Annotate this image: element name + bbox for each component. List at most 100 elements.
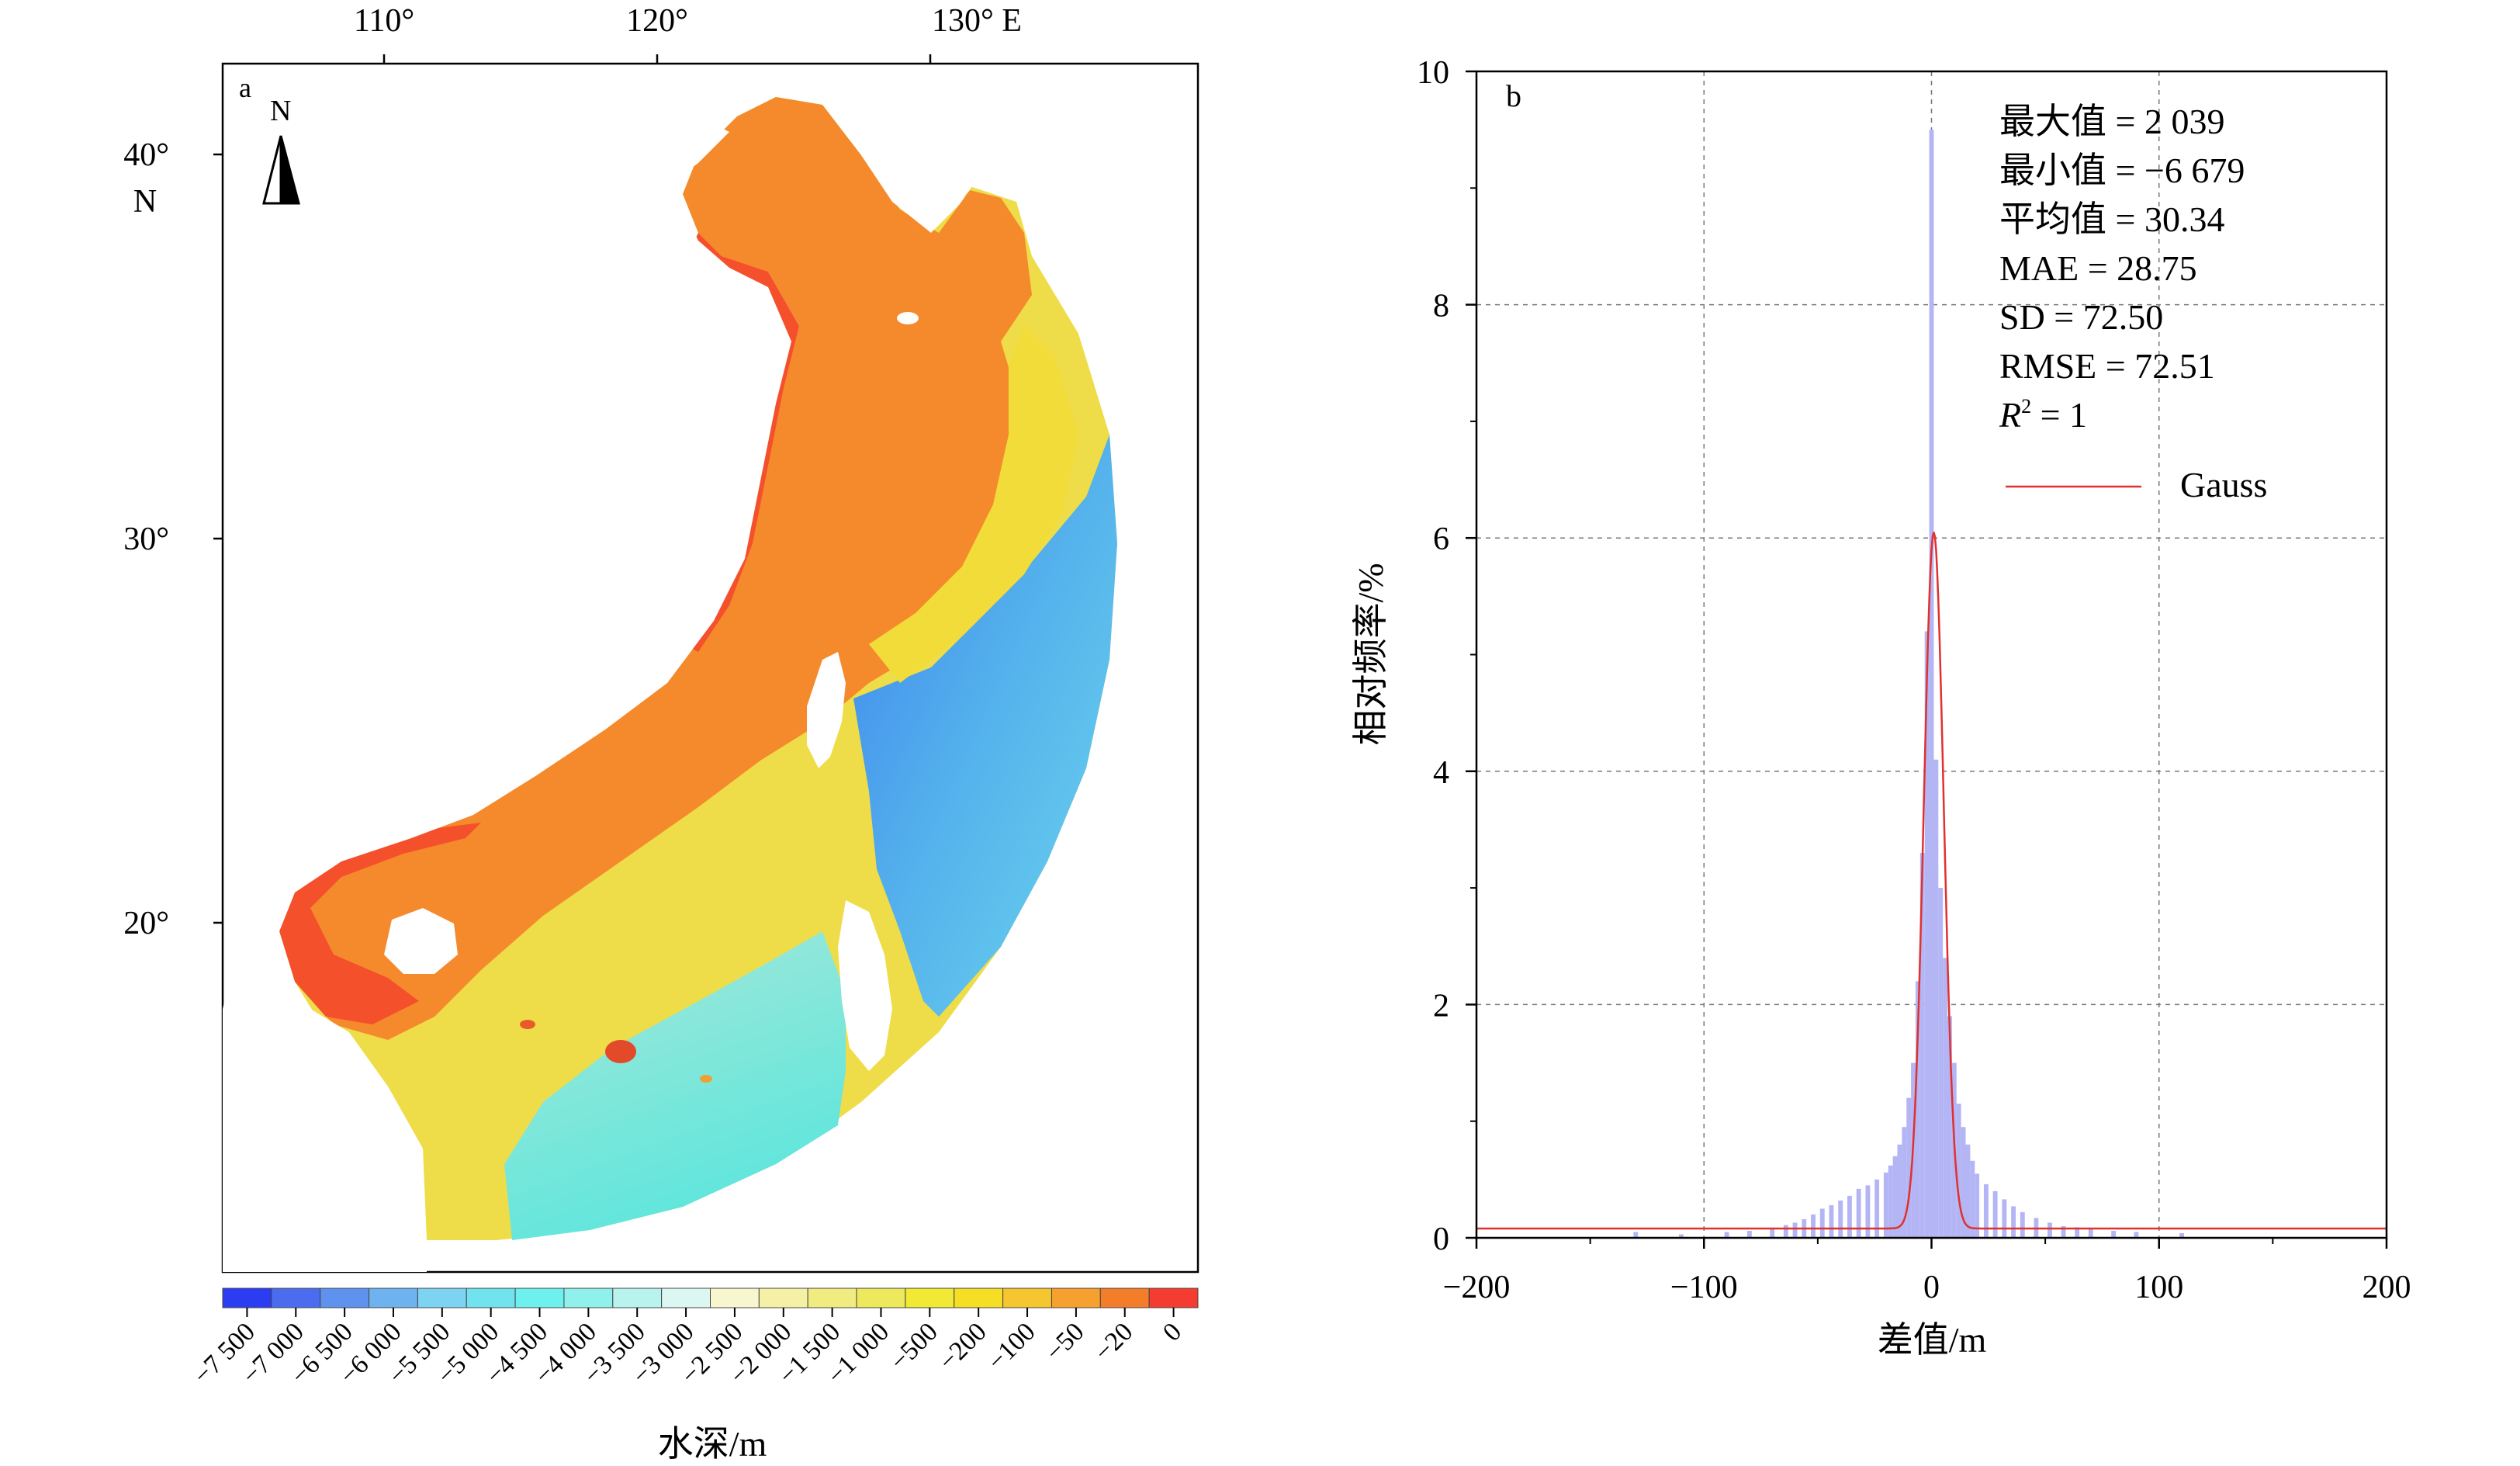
y-axis-label: 相对频率/% xyxy=(1351,563,1390,745)
histogram-bar xyxy=(1975,1173,1980,1238)
y-tick-label: 8 xyxy=(1433,289,1449,324)
histogram-bar xyxy=(1874,1179,1880,1238)
histogram-bar xyxy=(2061,1225,2066,1238)
latitude-tick-label: 40° xyxy=(123,137,169,173)
histogram-bar xyxy=(1902,1127,1907,1238)
statistics-annotation: 最大值 = 2 039 最小值 = −6 679 平均值 = 30.34 MAE = … xyxy=(1999,102,2245,435)
x-tick-label: −200 xyxy=(1443,1270,1511,1305)
colorbar-swatch xyxy=(417,1288,467,1308)
colorbar-swatch xyxy=(807,1288,857,1308)
continental-shelf-orange xyxy=(279,97,1032,1040)
colorbar-swatch xyxy=(905,1288,955,1308)
histogram-bar xyxy=(2011,1206,2016,1238)
histogram-bar xyxy=(1783,1225,1788,1238)
histogram-bar xyxy=(1915,981,1920,1238)
colorbar-tick-label: −20 xyxy=(1089,1317,1139,1367)
colorbar-swatch xyxy=(1051,1288,1101,1308)
histogram-bar xyxy=(1746,1230,1752,1238)
histogram-bar xyxy=(1678,1234,1684,1238)
y-tick-label: 10 xyxy=(1417,55,1449,91)
stat-line: 最小值 = −6 679 xyxy=(1999,151,2245,190)
histogram-bar xyxy=(1856,1188,1861,1238)
x-tick-label: 200 xyxy=(2362,1270,2411,1305)
histogram-bar xyxy=(1883,1172,1888,1238)
histogram-panel-label: b xyxy=(1506,78,1521,113)
stat-line: 平均值 = 30.34 xyxy=(1999,199,2224,239)
histogram-bar xyxy=(1983,1184,1989,1238)
colorbar-tick-label: −200 xyxy=(933,1317,992,1376)
histogram-bar xyxy=(1965,1144,1971,1238)
map-panel-label: a xyxy=(239,72,251,103)
north-arrow-label: N xyxy=(270,95,291,127)
histogram-bar xyxy=(1633,1232,1639,1238)
histogram-bar xyxy=(1961,1127,1966,1238)
histogram-bars xyxy=(1633,130,2185,1238)
y-tick-label: 6 xyxy=(1433,522,1449,557)
histogram-bar xyxy=(1906,1097,1912,1238)
colorbar-swatch xyxy=(856,1288,906,1308)
colorbar-tick-label: −100 xyxy=(982,1317,1041,1376)
histogram-bar xyxy=(2002,1199,2007,1238)
histogram-x-axis: −200 −100 0 100 200 xyxy=(1443,1238,2411,1305)
histogram-bar xyxy=(1970,1160,1975,1238)
luzon-island xyxy=(838,900,892,1071)
longitude-tick-label: 120° xyxy=(626,3,688,39)
bathymetry-map xyxy=(223,64,1117,1272)
histogram-bar xyxy=(2088,1228,2093,1238)
y-tick-label: 4 xyxy=(1433,755,1449,791)
histogram-bar xyxy=(1897,1144,1902,1238)
colorbar: −7 500−7 000−6 500−6 000−5 500−5 000−4 5… xyxy=(188,1288,1199,1390)
histogram-bar xyxy=(1919,853,1925,1238)
colorbar-swatch xyxy=(514,1288,565,1308)
colorbar-swatch xyxy=(1099,1288,1150,1308)
colorbar-swatch xyxy=(320,1288,370,1308)
colorbar-swatch xyxy=(271,1288,321,1308)
stat-line: MAE = 28.75 xyxy=(1999,248,2197,288)
colorbar-title: 水深/m xyxy=(658,1424,767,1464)
histogram-bar xyxy=(1947,1016,1952,1238)
colorbar-swatch xyxy=(369,1288,418,1308)
reef-spot xyxy=(520,1020,535,1029)
colorbar-swatch xyxy=(222,1288,272,1308)
colorbar-tick-label: −50 xyxy=(1040,1317,1090,1367)
colorbar-swatch xyxy=(563,1288,614,1308)
mainland-china xyxy=(223,64,791,1272)
histogram-bar xyxy=(1933,759,1939,1238)
stat-line: SD = 72.50 xyxy=(1999,297,2163,337)
reef-spot xyxy=(897,312,919,324)
colorbar-swatch xyxy=(466,1288,516,1308)
stat-line: 最大值 = 2 039 xyxy=(1999,102,2224,141)
histogram-bar xyxy=(1724,1232,1729,1238)
histogram-bar xyxy=(1888,1165,1893,1238)
histogram-bar xyxy=(1943,958,1948,1238)
y-tick-label: 0 xyxy=(1433,1222,1449,1257)
histogram-bar xyxy=(1838,1200,1843,1238)
latitude-tick-label: 20° xyxy=(123,906,169,941)
histogram-bar xyxy=(1992,1190,1998,1238)
longitude-ticks: 110° 120° 130° E xyxy=(354,3,1022,64)
reef-spot xyxy=(700,1075,712,1083)
map-panel: a N 110° 120° 130° E 40° 30° 20° N −7 500−7 … xyxy=(123,3,1199,1464)
histogram-bar xyxy=(1811,1214,1816,1238)
histogram-panel: −200 −100 0 100 200 0 2 4 6 8 10 b 差值/m 相对频率/% 最大… xyxy=(1351,55,2411,1360)
histogram-bar xyxy=(2048,1222,2052,1238)
histogram-bar xyxy=(1956,1104,1961,1238)
coastal-band-red-south xyxy=(279,823,481,1024)
latitude-unit-label: N xyxy=(133,184,157,220)
histogram-bar xyxy=(2111,1230,2117,1238)
gauss-curve xyxy=(1476,532,2387,1230)
histogram-y-axis: 0 2 4 6 8 10 xyxy=(1417,55,1476,1257)
x-tick-label: 100 xyxy=(2134,1270,2183,1305)
korean-peninsula xyxy=(861,70,985,233)
histogram-bar xyxy=(1847,1195,1852,1238)
latitude-ticks: 40° 30° 20° xyxy=(123,137,223,941)
x-axis-label: 差值/m xyxy=(1878,1320,1987,1360)
histogram-bar xyxy=(1819,1208,1825,1238)
histogram-bar xyxy=(1924,631,1930,1238)
taiwan-island xyxy=(807,652,846,768)
histogram-bar xyxy=(1938,888,1944,1238)
histogram-bar xyxy=(1865,1185,1871,1238)
south-china-sea-basin xyxy=(504,931,846,1240)
histogram-bar xyxy=(1792,1222,1798,1238)
y-tick-label: 2 xyxy=(1433,988,1449,1024)
